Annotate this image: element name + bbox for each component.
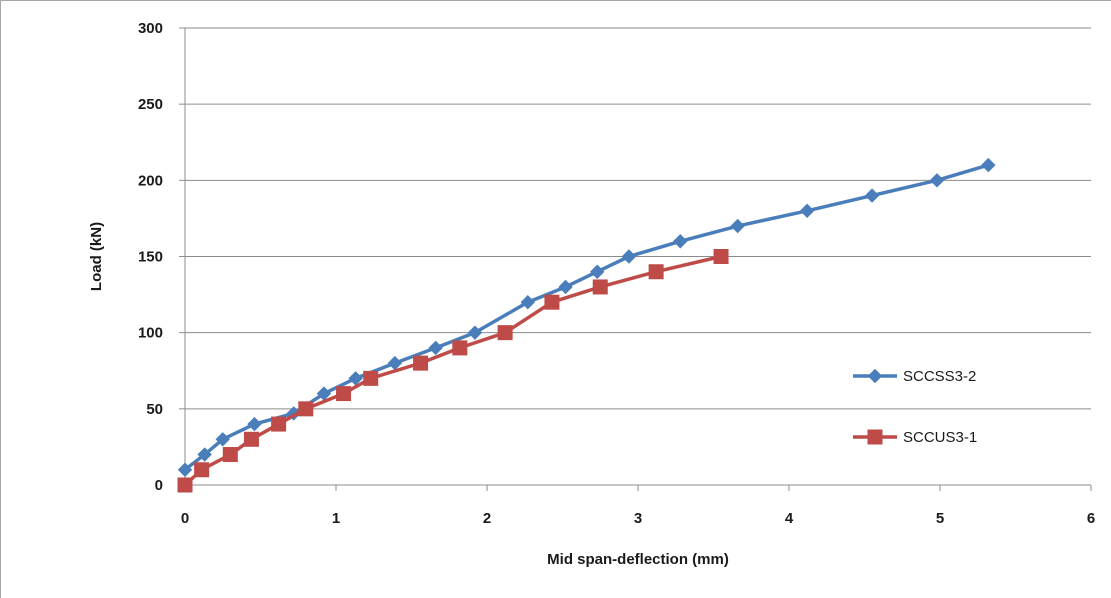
x-axis-title: Mid span-deflection (mm) — [547, 551, 729, 568]
data-point — [713, 249, 729, 264]
data-point — [428, 340, 443, 356]
data-point — [413, 355, 429, 371]
data-point — [336, 386, 352, 402]
legend-marker — [867, 368, 883, 384]
y-axis-title: Load (kN) — [88, 222, 105, 291]
data-point — [467, 325, 483, 340]
data-point — [243, 431, 259, 447]
data-point — [799, 203, 815, 219]
data-point — [544, 294, 560, 310]
series-line — [183, 163, 989, 472]
data-point — [363, 370, 379, 386]
data-point — [197, 447, 212, 462]
data-point — [177, 462, 193, 477]
legend: SCCSS3-2 SCCUS3-1 — [853, 368, 977, 446]
y-tick-label: 150 — [138, 249, 163, 266]
data-point — [558, 279, 573, 295]
x-tick-label: 2 — [483, 510, 491, 527]
series-line — [183, 254, 722, 487]
data-point — [621, 249, 637, 264]
data-point — [194, 462, 210, 478]
legend-entry: SCCUS3-1 — [853, 429, 977, 446]
x-tick-label: 6 — [1087, 510, 1095, 527]
series-2 — [177, 249, 729, 493]
data-point — [222, 447, 238, 463]
data-point — [215, 432, 230, 447]
data-point — [929, 173, 945, 188]
x-tick-labels: 0 1 2 3 4 5 6 — [181, 510, 1095, 527]
data-point — [648, 264, 664, 280]
data-point — [247, 416, 262, 432]
gridlines — [185, 27, 1091, 410]
y-tick-label: 100 — [138, 325, 163, 342]
data-point — [592, 279, 608, 295]
legend-label: SCCUS3-1 — [903, 429, 977, 446]
y-tick-label: 0 — [155, 477, 163, 494]
data-point — [981, 157, 996, 173]
data-point — [298, 401, 314, 417]
legend-entry: SCCSS3-2 — [853, 368, 976, 385]
x-tick-label: 5 — [936, 510, 944, 527]
y-tick-label: 50 — [146, 401, 163, 418]
axes — [179, 27, 1092, 491]
y-tick-label: 200 — [138, 172, 163, 189]
data-point — [452, 340, 468, 356]
data-point — [387, 355, 403, 371]
series-group — [177, 157, 996, 493]
x-tick-label: 0 — [181, 510, 189, 527]
y-tick-label: 300 — [138, 20, 163, 37]
y-tick-label: 250 — [138, 96, 163, 113]
legend-marker — [867, 429, 883, 445]
x-tick-label: 4 — [785, 510, 794, 527]
data-point — [730, 218, 745, 234]
data-point — [520, 294, 535, 310]
data-point — [673, 234, 688, 249]
data-point — [864, 188, 880, 203]
y-tick-labels: 0 50 100 150 200 250 300 — [138, 20, 163, 494]
data-point — [177, 477, 193, 493]
data-point — [590, 264, 605, 279]
data-point — [271, 416, 287, 432]
x-tick-label: 1 — [332, 510, 340, 527]
series-1 — [177, 157, 996, 477]
legend-label: SCCSS3-2 — [903, 368, 976, 385]
data-point — [497, 325, 513, 341]
x-tick-label: 3 — [634, 510, 642, 527]
